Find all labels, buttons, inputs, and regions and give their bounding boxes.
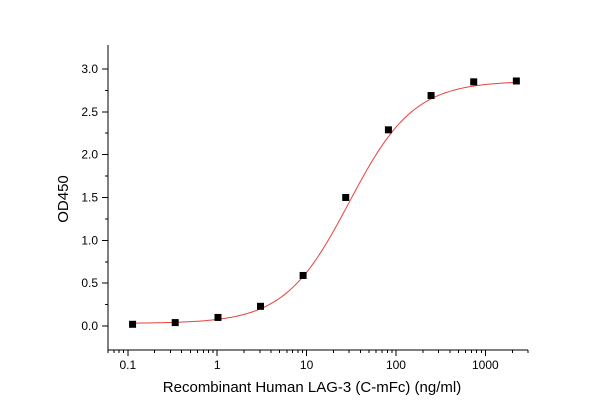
y-tick-label-6: 3.0 xyxy=(81,62,98,76)
data-point-4 xyxy=(299,271,307,279)
data-points xyxy=(129,77,520,328)
y-tick-label-0: 0.0 xyxy=(81,319,98,333)
data-point-8 xyxy=(470,78,478,86)
axes: 0.1 1 10 100 1000 0.0 0.5 1.0 1.5 2.0 2.5 3.0 xyxy=(81,45,529,372)
x-tick-label-3: 100 xyxy=(386,358,406,372)
data-point-5 xyxy=(342,194,350,201)
data-point-6 xyxy=(384,126,392,134)
fit-curve xyxy=(132,81,517,324)
y-tick-label-4: 2.0 xyxy=(81,148,98,162)
data-point-2 xyxy=(214,313,222,321)
data-point-1 xyxy=(171,319,179,327)
y-tick-label-2: 1.0 xyxy=(81,233,98,247)
x-tick-label-4: 1000 xyxy=(472,358,499,372)
y-tick-label-3: 1.5 xyxy=(81,191,98,205)
x-tick-label-2: 10 xyxy=(300,358,314,372)
data-point-0 xyxy=(129,320,137,328)
x-axis-title: Recombinant Human LAG-3 (C-mFc) (ng/ml) xyxy=(163,379,461,396)
x-tick-label-1: 1 xyxy=(214,358,221,372)
y-tick-label-5: 2.5 xyxy=(81,105,98,119)
y-axis-title: OD450 xyxy=(55,175,72,223)
y-tick-label-1: 0.5 xyxy=(81,276,98,290)
data-point-9 xyxy=(512,77,520,85)
data-point-7 xyxy=(427,92,435,100)
data-point-3 xyxy=(256,302,264,310)
x-tick-label-0: 0.1 xyxy=(119,358,136,372)
